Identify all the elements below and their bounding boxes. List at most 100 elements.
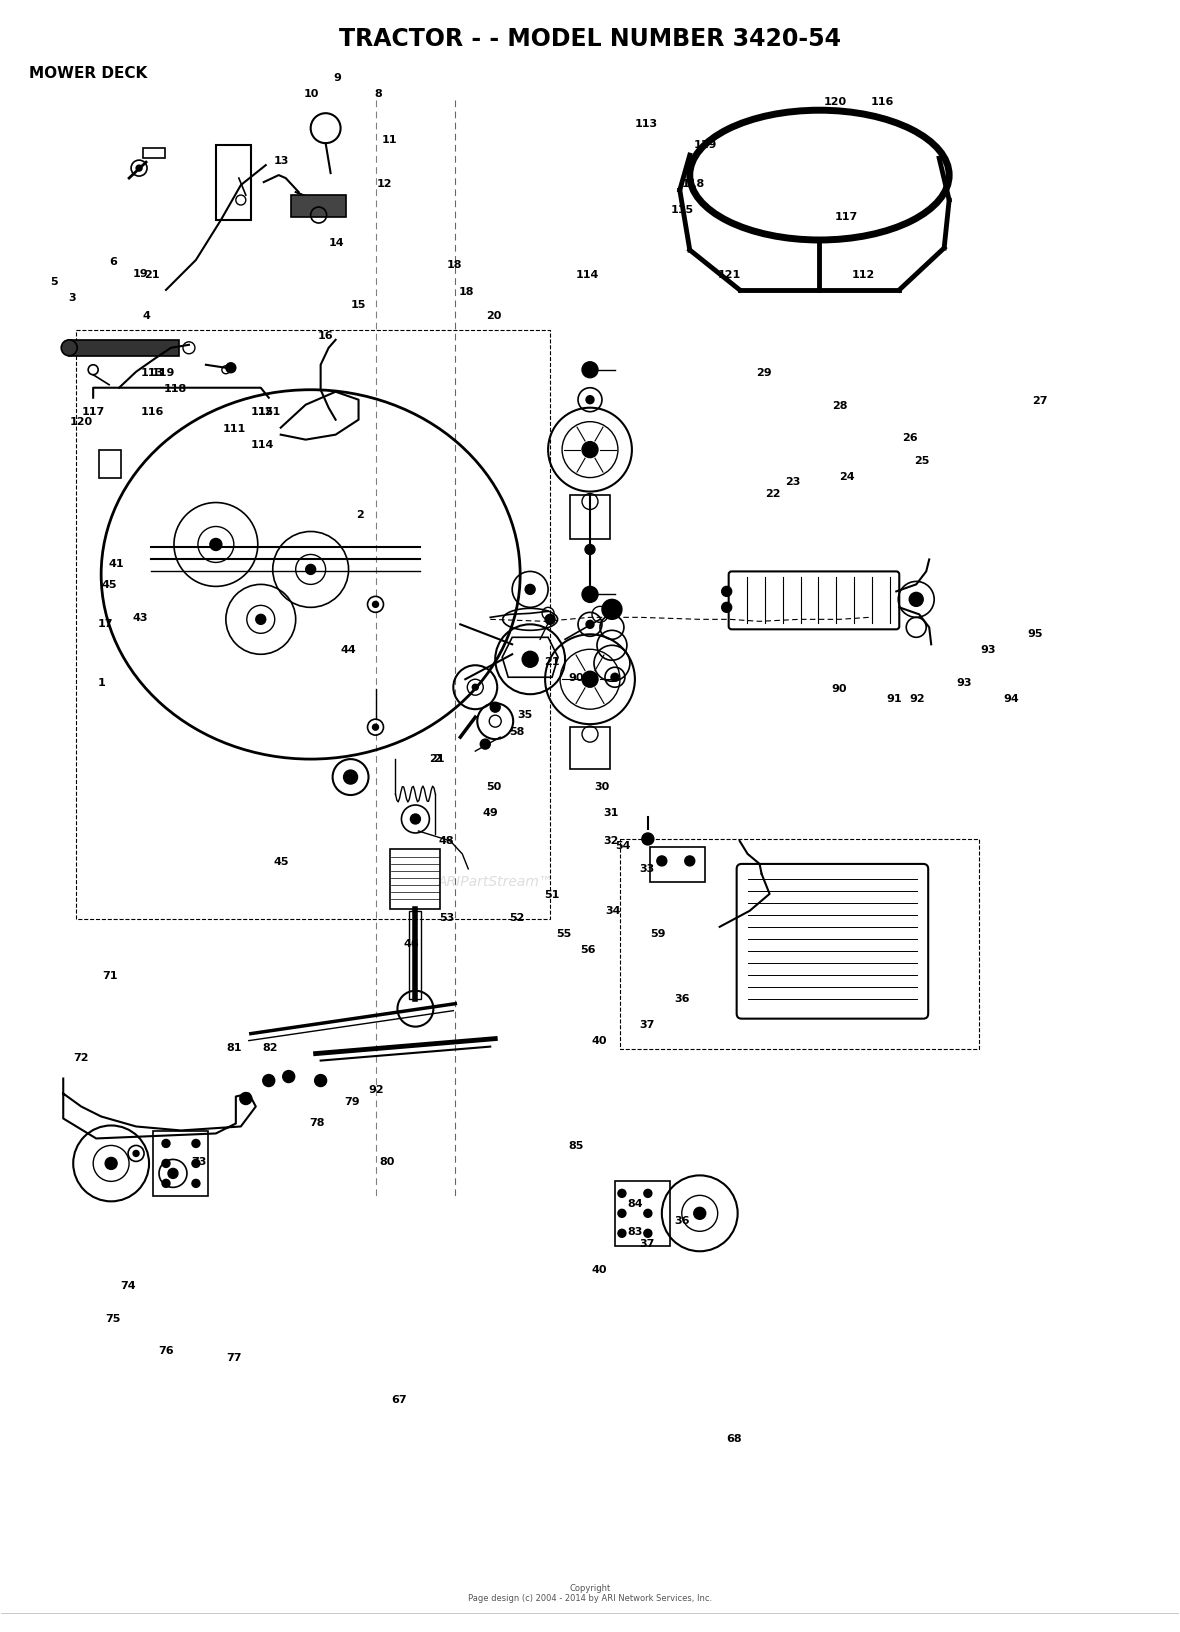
Circle shape bbox=[306, 565, 315, 574]
Text: Copyright
Page design (c) 2004 - 2014 by ARI Network Services, Inc.: Copyright Page design (c) 2004 - 2014 by… bbox=[468, 1583, 712, 1603]
Text: 46: 46 bbox=[404, 938, 419, 948]
Circle shape bbox=[225, 364, 236, 374]
Text: 37: 37 bbox=[638, 1237, 654, 1248]
Text: 92: 92 bbox=[368, 1085, 384, 1095]
Circle shape bbox=[411, 814, 420, 824]
Text: 25: 25 bbox=[914, 455, 930, 465]
Circle shape bbox=[373, 602, 379, 609]
Text: 56: 56 bbox=[579, 945, 596, 955]
Bar bbox=[143, 149, 165, 158]
Text: 76: 76 bbox=[158, 1345, 173, 1356]
Circle shape bbox=[490, 703, 500, 713]
Text: 18: 18 bbox=[459, 286, 474, 297]
Text: 83: 83 bbox=[627, 1227, 642, 1237]
Text: 43: 43 bbox=[132, 612, 148, 622]
Circle shape bbox=[162, 1139, 170, 1147]
Circle shape bbox=[586, 620, 594, 628]
Bar bbox=[216, 145, 251, 220]
Circle shape bbox=[263, 1075, 275, 1087]
Circle shape bbox=[240, 1093, 251, 1105]
Text: 10: 10 bbox=[303, 90, 319, 100]
Bar bbox=[409, 911, 421, 999]
Text: 68: 68 bbox=[726, 1433, 741, 1443]
Circle shape bbox=[168, 1169, 178, 1178]
Text: 1: 1 bbox=[98, 677, 105, 687]
Circle shape bbox=[315, 1075, 327, 1087]
Circle shape bbox=[210, 539, 222, 552]
Text: 2: 2 bbox=[356, 509, 365, 519]
Circle shape bbox=[694, 1208, 706, 1219]
Circle shape bbox=[192, 1139, 199, 1147]
Circle shape bbox=[722, 588, 732, 597]
Text: 113: 113 bbox=[140, 367, 164, 379]
Text: 36: 36 bbox=[674, 1216, 689, 1226]
Text: 18: 18 bbox=[447, 261, 463, 271]
Text: 114: 114 bbox=[251, 439, 275, 449]
Circle shape bbox=[480, 739, 490, 749]
Text: 40: 40 bbox=[591, 1036, 608, 1046]
Text: 59: 59 bbox=[650, 929, 666, 938]
Text: 16: 16 bbox=[317, 330, 333, 341]
Text: 81: 81 bbox=[227, 1043, 242, 1053]
Circle shape bbox=[618, 1190, 625, 1198]
Text: 48: 48 bbox=[439, 836, 454, 845]
Circle shape bbox=[611, 674, 620, 682]
Text: 111: 111 bbox=[223, 423, 247, 432]
Circle shape bbox=[722, 602, 732, 614]
Circle shape bbox=[586, 397, 594, 405]
Circle shape bbox=[644, 1190, 651, 1198]
Text: 118: 118 bbox=[682, 180, 706, 189]
Text: 90: 90 bbox=[568, 672, 584, 682]
Circle shape bbox=[105, 1157, 117, 1170]
Text: 95: 95 bbox=[1028, 628, 1043, 638]
Circle shape bbox=[192, 1160, 199, 1167]
Circle shape bbox=[644, 1209, 651, 1217]
Text: 93: 93 bbox=[957, 677, 972, 687]
Text: 112: 112 bbox=[852, 271, 874, 281]
Text: 71: 71 bbox=[101, 971, 118, 981]
Text: 53: 53 bbox=[439, 912, 454, 922]
Text: 28: 28 bbox=[832, 400, 847, 410]
Text: 2: 2 bbox=[433, 754, 441, 764]
Bar bbox=[650, 847, 704, 883]
Text: 113: 113 bbox=[635, 119, 658, 129]
Text: 45: 45 bbox=[101, 579, 118, 589]
Text: 40: 40 bbox=[591, 1263, 608, 1275]
Circle shape bbox=[618, 1229, 625, 1237]
Circle shape bbox=[642, 834, 654, 845]
Bar bbox=[570, 494, 610, 540]
Circle shape bbox=[582, 672, 598, 687]
Text: 67: 67 bbox=[392, 1394, 407, 1404]
Text: 3: 3 bbox=[68, 292, 76, 304]
Bar bbox=[570, 728, 610, 770]
Text: 121: 121 bbox=[258, 406, 281, 416]
Text: TRACTOR - - MODEL NUMBER 3420-54: TRACTOR - - MODEL NUMBER 3420-54 bbox=[339, 28, 841, 51]
Bar bbox=[290, 196, 346, 219]
Circle shape bbox=[910, 592, 923, 607]
Text: 91: 91 bbox=[886, 694, 902, 703]
Text: 118: 118 bbox=[164, 384, 188, 395]
Text: 93: 93 bbox=[981, 645, 996, 654]
Text: 116: 116 bbox=[140, 406, 164, 416]
Text: 80: 80 bbox=[380, 1157, 395, 1167]
Text: 26: 26 bbox=[903, 432, 918, 442]
Text: 22: 22 bbox=[765, 488, 780, 498]
Text: MOWER DECK: MOWER DECK bbox=[30, 65, 148, 80]
Text: 82: 82 bbox=[262, 1043, 277, 1053]
Text: ARIPartStream™: ARIPartStream™ bbox=[438, 875, 553, 888]
Text: 85: 85 bbox=[569, 1141, 584, 1151]
Text: 79: 79 bbox=[345, 1097, 360, 1106]
Text: 52: 52 bbox=[510, 912, 525, 922]
Circle shape bbox=[657, 857, 667, 867]
Text: 45: 45 bbox=[274, 857, 289, 867]
Circle shape bbox=[582, 442, 598, 459]
Text: 37: 37 bbox=[638, 1020, 654, 1030]
Text: 4: 4 bbox=[143, 310, 150, 322]
Text: 121: 121 bbox=[717, 271, 741, 281]
Circle shape bbox=[585, 545, 595, 555]
Text: 90: 90 bbox=[832, 684, 847, 694]
Circle shape bbox=[582, 588, 598, 602]
Text: 23: 23 bbox=[785, 477, 800, 486]
Bar bbox=[77, 331, 550, 919]
Text: 78: 78 bbox=[309, 1118, 325, 1128]
